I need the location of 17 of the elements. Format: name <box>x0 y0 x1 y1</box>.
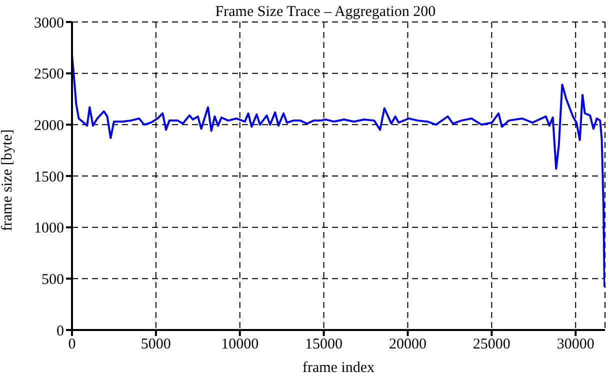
x-tick-label: 20000 <box>389 336 426 353</box>
x-axis-title: frame index <box>302 360 376 376</box>
x-tick-label: 10000 <box>221 336 259 353</box>
y-tick-label: 3000 <box>34 15 64 32</box>
x-tick-label: 15000 <box>305 336 343 353</box>
y-tick-label: 2500 <box>34 66 64 83</box>
x-tick-label: 30000 <box>556 336 594 353</box>
y-tick-label: 2000 <box>34 118 64 134</box>
y-tick-label: 0 <box>56 323 64 340</box>
x-tick-label: 25000 <box>472 336 510 353</box>
y-tick-label: 1000 <box>34 220 64 237</box>
y-tick-label: 1500 <box>34 169 64 186</box>
chart-title: Frame Size Trace – Aggregation 200 <box>215 4 436 20</box>
x-tick-label: 0 <box>68 336 76 353</box>
y-tick-label: 500 <box>42 272 64 288</box>
y-axis-title: frame size [byte] <box>0 129 16 231</box>
x-tick-label: 5000 <box>140 336 171 353</box>
